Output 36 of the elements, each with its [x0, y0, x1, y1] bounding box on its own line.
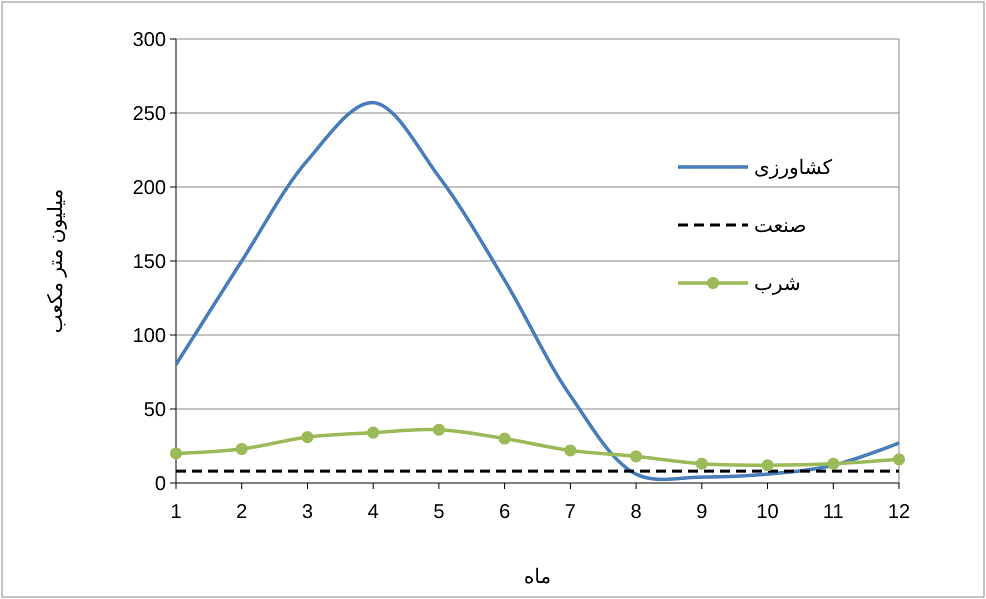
x-tick-label: 9: [696, 501, 708, 523]
y-tick-label: 300: [132, 29, 166, 51]
point: [301, 431, 314, 444]
y-tick-label: 250: [132, 103, 166, 125]
x-tick-label: 8: [630, 501, 642, 523]
point: [367, 426, 380, 439]
x-tick-label: 11: [822, 501, 844, 523]
x-tick-label: 6: [499, 501, 510, 523]
legend-label: شرب: [754, 273, 801, 295]
point: [893, 453, 905, 466]
x-axis-title: ماه: [524, 566, 552, 588]
y-tick-label: 150: [132, 251, 166, 273]
x-tick-label: 12: [888, 501, 910, 523]
point: [564, 444, 576, 456]
legend-label: صنعت: [754, 215, 806, 237]
point: [236, 442, 248, 455]
point: [498, 432, 511, 445]
x-tick-label: 1: [170, 501, 182, 523]
x-tick-label: 5: [433, 501, 444, 523]
point: [827, 458, 840, 470]
legend-label: کشاورزی: [754, 157, 833, 179]
point: [432, 424, 445, 436]
x-tick-label: 3: [302, 501, 314, 523]
x-tick-label: 4: [368, 501, 379, 523]
point: [630, 450, 642, 462]
y-tick-label: 200: [132, 177, 166, 199]
x-tick-label: 10: [756, 501, 779, 523]
point: [170, 447, 182, 460]
y-tick-label: 0: [154, 473, 166, 495]
y-tick-label: 50: [144, 399, 166, 421]
y-tick-label: 100: [132, 325, 166, 347]
y-axis-title: میلیون متر مکعب: [45, 188, 67, 334]
x-tick-label: 2: [236, 501, 248, 523]
point: [696, 458, 708, 470]
point: [762, 459, 774, 472]
x-tick-label: 7: [564, 501, 576, 523]
